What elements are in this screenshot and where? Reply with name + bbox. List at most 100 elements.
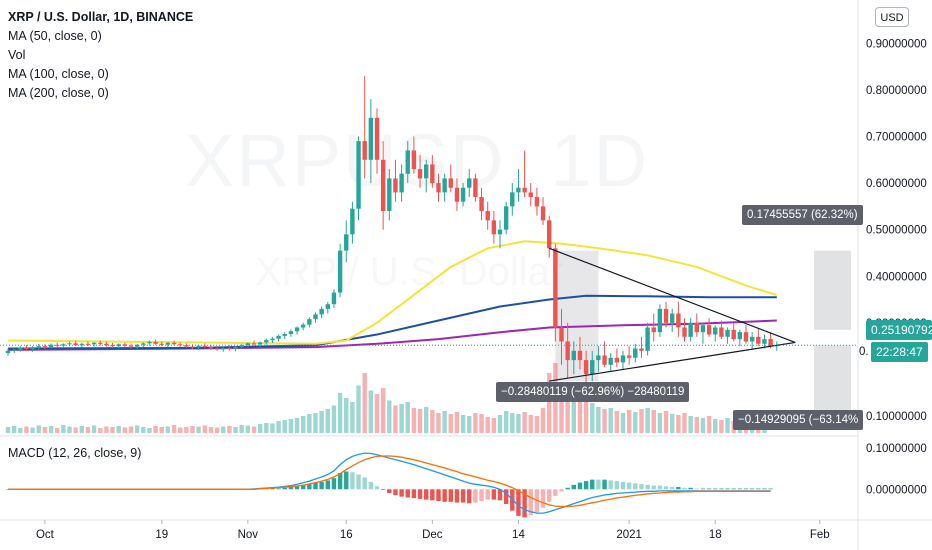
candle-body: [559, 327, 564, 342]
volume-bar: [214, 427, 220, 433]
candle-body: [208, 347, 214, 349]
macd-histogram-bar: [540, 489, 546, 508]
macd-histogram-bar: [768, 488, 773, 490]
volume-bar: [651, 410, 656, 433]
macd-histogram-bar: [528, 489, 533, 516]
candle-body: [743, 332, 749, 342]
volume-bar: [313, 413, 318, 433]
volume-bar: [479, 414, 484, 433]
volume-bar: [485, 417, 490, 433]
candle-body: [534, 197, 540, 207]
macd-histogram-bar: [467, 489, 472, 504]
y-tick-label: 0.50000000: [866, 225, 927, 237]
volume-bar: [417, 409, 423, 433]
candle-body: [620, 355, 626, 363]
candle-body: [571, 350, 576, 361]
volume-bar: [362, 373, 367, 433]
volume-bar: [516, 414, 521, 433]
volume-bar: [645, 408, 650, 433]
volume-bar: [571, 398, 576, 433]
candle-body: [79, 343, 84, 346]
volume-bar: [30, 427, 35, 433]
volume-bar: [264, 423, 269, 433]
candle-body: [202, 345, 207, 348]
macd-histogram-bar: [282, 487, 287, 490]
candle-body: [473, 178, 478, 198]
last-price-tag: 0.25190792: [866, 320, 932, 340]
macd-histogram-bar: [706, 488, 712, 490]
currency-button[interactable]: USD: [875, 7, 909, 27]
volume-bar: [116, 426, 121, 433]
x-tick-label: Dec: [422, 529, 443, 541]
volume-bar: [36, 425, 41, 433]
candle-body: [374, 117, 380, 160]
volume-bar: [134, 425, 140, 433]
macd-histogram-bar: [682, 487, 687, 490]
candle-body: [122, 344, 128, 346]
candle-body: [98, 342, 103, 344]
macd-histogram-bar: [479, 489, 484, 502]
indicator-ma200-label[interactable]: MA (200, close, 0): [8, 86, 109, 100]
macd-y-tick-label: 0.10000000: [866, 443, 927, 455]
macd-histogram-bar: [356, 474, 361, 490]
volume-bar: [251, 426, 257, 433]
candle-body: [190, 346, 195, 348]
candle-body: [719, 327, 724, 337]
candle-body: [257, 342, 263, 345]
candle-body: [676, 313, 681, 328]
volume-bar: [448, 414, 453, 433]
candle-body: [713, 327, 718, 335]
volume-bar: [510, 413, 515, 433]
trendline: [548, 247, 796, 343]
volume-bar: [602, 409, 607, 433]
volume-bar: [540, 408, 546, 433]
candle-body: [67, 343, 72, 345]
volume-bar: [436, 413, 441, 433]
macd-label[interactable]: MACD (12, 26, close, 9): [8, 446, 142, 460]
candle-body: [337, 250, 343, 293]
candle-body: [522, 187, 527, 193]
indicator-ma50-label[interactable]: MA (50, close, 0): [8, 29, 102, 43]
volume-bar: [626, 410, 632, 433]
x-tick-label: 19: [155, 529, 168, 541]
indicator-vol-label[interactable]: Vol: [8, 48, 26, 62]
candle-body: [670, 313, 675, 323]
volume-bar: [208, 427, 214, 433]
volume-bar: [424, 407, 429, 433]
candle-body: [749, 336, 755, 342]
candle-body: [626, 355, 632, 358]
volume-bar: [61, 425, 66, 433]
candle-body: [467, 178, 472, 188]
candle-body: [221, 348, 226, 350]
measure-down-right-label: −0.14929095 (−63.14%: [733, 410, 864, 430]
measure-range-left: [555, 250, 599, 382]
macd-histogram-bar: [301, 484, 306, 490]
macd-histogram-bar: [368, 481, 374, 490]
candle-body: [528, 192, 533, 198]
volume-bar: [713, 419, 718, 433]
candle-body: [239, 345, 244, 348]
candle-body: [36, 346, 41, 348]
candle-body: [110, 345, 115, 347]
volume-bar: [319, 411, 324, 433]
macd-histogram-bar: [393, 489, 398, 496]
candle-body: [91, 342, 97, 345]
macd-y-tick-label: 0.00000000: [866, 484, 927, 496]
candle-body: [583, 360, 589, 375]
chart-title[interactable]: XRP / U.S. Dollar, 1D, BINANCE: [8, 10, 194, 24]
macd-histogram-bar: [657, 485, 663, 490]
indicator-ma100-label[interactable]: MA (100, close, 0): [8, 67, 109, 81]
volume-bar: [337, 393, 343, 433]
candle-body: [540, 206, 546, 221]
volume-bar: [270, 423, 275, 433]
macd-histogram-bar: [380, 489, 386, 491]
macd-histogram-bar: [405, 489, 410, 498]
volume-bar: [633, 412, 638, 433]
candle-body: [756, 336, 761, 344]
volume-bar: [227, 426, 232, 433]
volume-bar: [682, 413, 687, 433]
candle-body: [694, 322, 699, 333]
candle-body: [497, 229, 503, 235]
